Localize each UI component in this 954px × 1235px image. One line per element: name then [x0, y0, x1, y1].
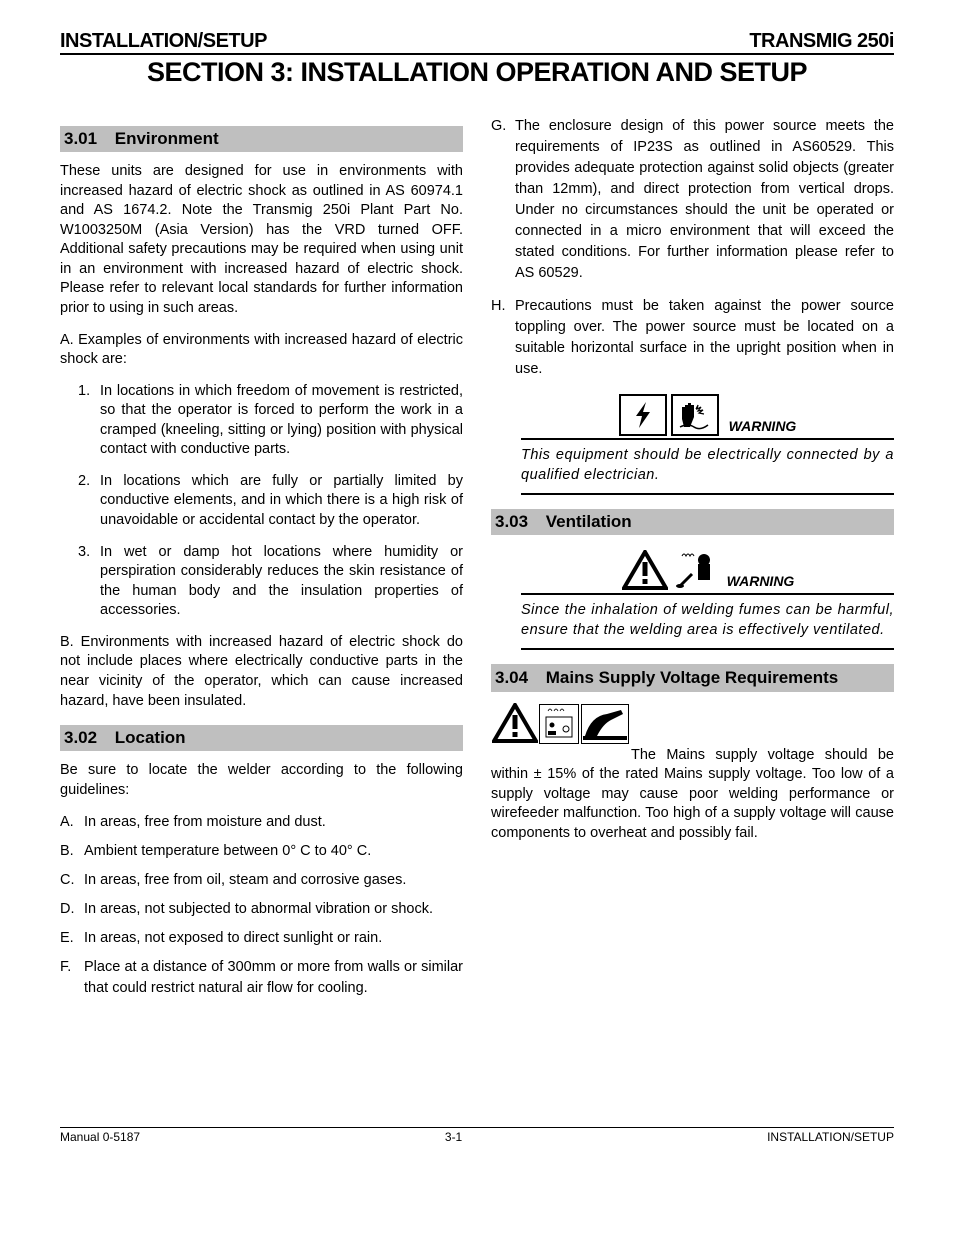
fumes-welder-icon [673, 549, 717, 591]
list-marker: H. [491, 296, 506, 317]
list-marker: 2. [78, 472, 90, 492]
list-text: In areas, not subjected to abnormal vibr… [84, 901, 433, 917]
footer-left: Manual 0-5187 [60, 1130, 140, 1144]
heading-text: Location [115, 728, 186, 747]
list-marker: G. [491, 116, 506, 137]
heading-num: 3.04 [495, 667, 541, 688]
page-header: INSTALLATION/SETUP TRANSMIG 250i [60, 30, 894, 53]
list-marker: 1. [78, 382, 90, 402]
list-text: Ambient temperature between 0° C to 40° … [84, 843, 371, 859]
list-text: In locations which are fully or partiall… [100, 473, 463, 528]
header-right: TRANSMIG 250i [749, 30, 894, 53]
heading-text: Environment [115, 129, 219, 148]
heat-fumes-icon [539, 704, 579, 744]
heading-num: 3.03 [495, 512, 541, 532]
list-marker: A. [60, 812, 74, 833]
warning-block-electrical: WARNING This equipment should be electri… [521, 394, 894, 495]
caution-triangle-icon [621, 549, 669, 591]
list-item: 2.In locations which are fully or partia… [100, 472, 463, 531]
footer-right: INSTALLATION/SETUP [767, 1130, 894, 1144]
list-item: 3.In wet or damp hot locations where hum… [100, 543, 463, 621]
paragraph: A. Examples of environments with increas… [60, 331, 463, 370]
warning-label: WARNING [727, 573, 795, 591]
list-text: The enclosure design of this power sourc… [515, 118, 894, 281]
warning-text: Since the inhalation of welding fumes ca… [521, 601, 894, 640]
warning-label: WARNING [729, 418, 797, 436]
list-text: In areas, free from oil, steam and corro… [84, 872, 406, 888]
welding-hand-icon [581, 704, 629, 744]
list-marker: F. [60, 957, 71, 978]
paragraph: The Mains supply voltage should be withi… [491, 746, 894, 844]
heading-3-01: 3.01 Environment [60, 126, 463, 152]
list-item: E. In areas, not exposed to direct sunlig… [60, 928, 463, 949]
paragraph: Be sure to locate the welder according t… [60, 761, 463, 800]
left-column: 3.01 Environment These units are designe… [60, 112, 463, 1007]
list-marker: E. [60, 928, 74, 949]
warning-text: This equipment should be electrically co… [521, 446, 894, 485]
caution-triangle-icon [491, 702, 539, 744]
content-columns: 3.01 Environment These units are designe… [60, 112, 894, 1007]
list-marker: D. [60, 899, 75, 920]
warning-icons-row: WARNING [521, 394, 894, 440]
list-item: B. Ambient temperature between 0° C to 40… [60, 841, 463, 862]
list-text: In areas, free from moisture and dust. [84, 814, 326, 830]
list-item: F. Place at a distance of 300mm or more f… [60, 957, 463, 999]
list-text: Place at a distance of 300mm or more fro… [84, 959, 463, 996]
numbered-list: 1. In locations in which freedom of movem… [60, 382, 463, 621]
list-item: H. Precautions must be taken against the … [491, 296, 894, 380]
list-marker: B. [60, 841, 74, 862]
list-item: D. In areas, not subjected to abnormal vi… [60, 899, 463, 920]
heading-3-02: 3.02 Location [60, 725, 463, 751]
header-left: INSTALLATION/SETUP [60, 30, 267, 53]
list-text: In locations in which freedom of movemen… [100, 383, 463, 458]
list-text: Precautions must be taken against the po… [515, 298, 894, 377]
heading-text: Ventilation [546, 512, 632, 531]
heading-3-04: 3.04 Mains Supply Voltage Requirements [491, 664, 894, 691]
paragraph: B. Environments with increased hazard of… [60, 633, 463, 711]
inline-warning-row [491, 702, 894, 744]
body-text: The Mains supply voltage should be withi… [491, 747, 894, 841]
warning-icons-row: WARNING [521, 549, 894, 595]
list-item: G. The enclosure design of this power sou… [491, 116, 894, 284]
letter-list: A. In areas, free from moisture and dust.… [60, 812, 463, 999]
right-column: G. The enclosure design of this power sou… [491, 112, 894, 1007]
list-item: A. In areas, free from moisture and dust. [60, 812, 463, 833]
list-marker: C. [60, 870, 75, 891]
paragraph: These units are designed for use in envi… [60, 162, 463, 319]
list-text: In areas, not exposed to direct sunlight… [84, 930, 382, 946]
lightning-icon [619, 394, 667, 436]
warning-block-ventilation: WARNING Since the inhalation of welding … [521, 549, 894, 650]
list-item: C. In areas, free from oil, steam and cor… [60, 870, 463, 891]
list-text: In wet or damp hot locations where humid… [100, 544, 463, 619]
heading-num: 3.01 [64, 129, 110, 149]
heading-3-03: 3.03 Ventilation [491, 509, 894, 535]
heading-num: 3.02 [64, 728, 110, 748]
letter-list-continued: G. The enclosure design of this power sou… [491, 116, 894, 380]
section-title: SECTION 3: INSTALLATION OPERATION AND SE… [60, 53, 894, 88]
page-footer: Manual 0-5187 3-1 INSTALLATION/SETUP [60, 1127, 894, 1144]
hand-shock-icon [671, 394, 719, 436]
footer-center: 3-1 [445, 1130, 462, 1144]
heading-text: Mains Supply Voltage Requirements [546, 667, 889, 688]
list-item: 1.In locations in which freedom of movem… [100, 382, 463, 460]
list-marker: 3. [78, 543, 90, 563]
